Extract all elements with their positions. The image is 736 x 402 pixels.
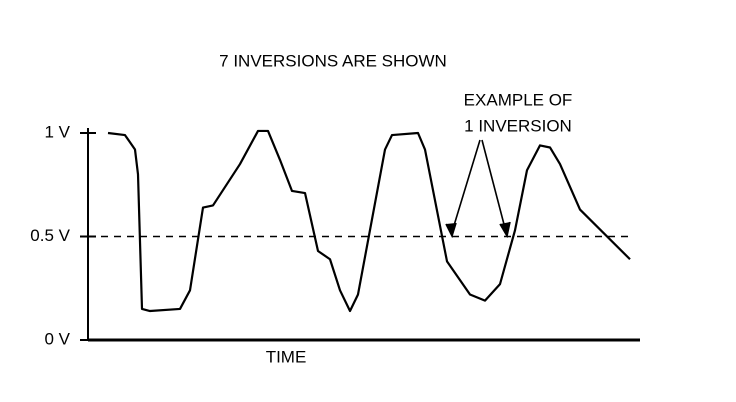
x-axis-label: TIME xyxy=(266,347,307,366)
annotation: EXAMPLE OF xyxy=(464,90,573,109)
annotation-arrows xyxy=(445,139,511,239)
annotation: 1 INVERSION xyxy=(464,116,572,135)
y-tick-label: 0.5 V xyxy=(30,226,70,245)
signal-line xyxy=(107,129,631,313)
chart-title: 7 INVERSIONS ARE SHOWN xyxy=(219,51,447,70)
y-tick-label: 0 V xyxy=(44,329,70,348)
y-tick-label: 1 V xyxy=(44,122,70,141)
